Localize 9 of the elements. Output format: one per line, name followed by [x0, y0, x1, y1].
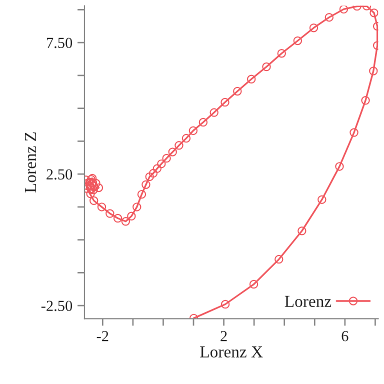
x-tick-label: -2 [96, 331, 108, 342]
x-tick-label: 2 [220, 331, 227, 342]
y-axis-title: Lorenz Z [25, 132, 36, 193]
legend-label: Lorenz [284, 296, 332, 307]
x-tick-label: 6 [342, 331, 348, 342]
y-tick-label: 7.50 [46, 38, 72, 48]
y-tick-label: -2.50 [41, 300, 72, 312]
y-tick-label: 2.50 [46, 169, 72, 180]
x-axis-title: Lorenz X [200, 346, 263, 358]
